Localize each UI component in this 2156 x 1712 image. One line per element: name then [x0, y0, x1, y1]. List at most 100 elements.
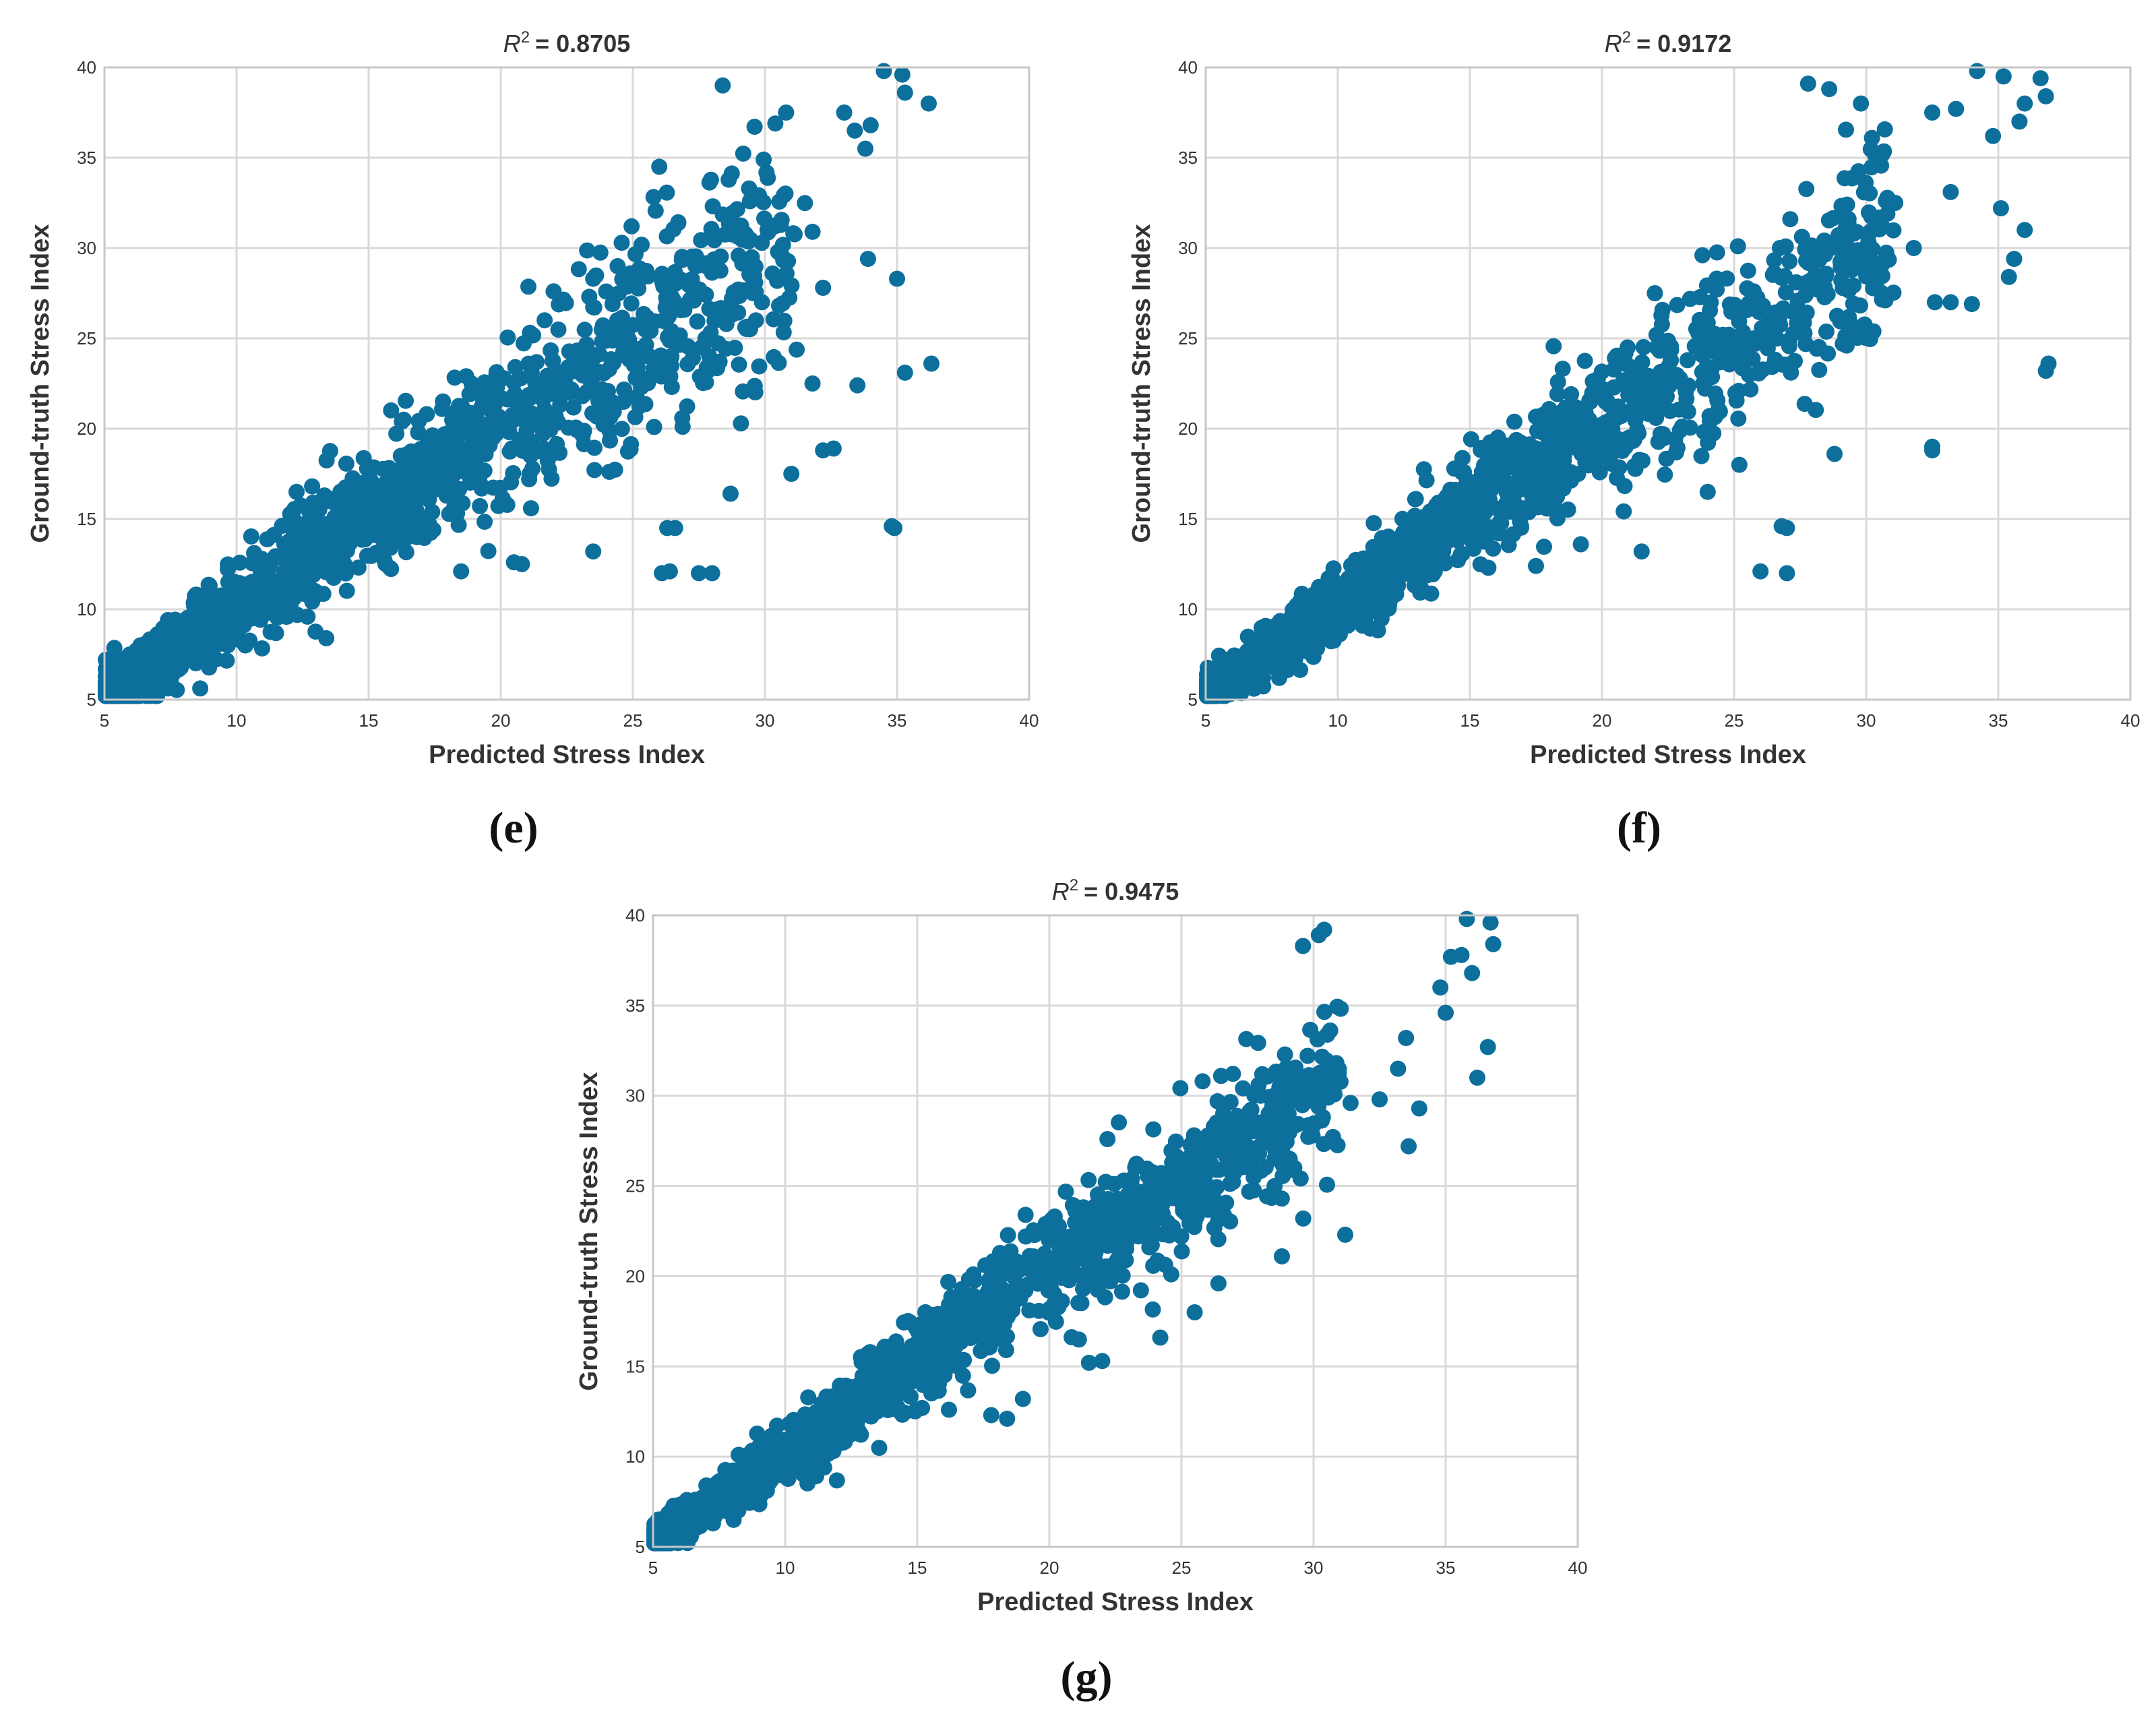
scatter-point: [1779, 565, 1795, 582]
scatter-point: [593, 322, 610, 338]
scatter-point: [613, 421, 630, 437]
scatter-point: [1014, 1390, 1031, 1407]
scatter-point: [1326, 1086, 1343, 1103]
scatter-point: [800, 1389, 817, 1406]
scatter-point: [360, 516, 377, 532]
scatter-point: [981, 1271, 998, 1288]
scatter-point: [1501, 456, 1518, 473]
scatter-point: [422, 524, 439, 541]
x-tick-label: 10: [227, 710, 247, 731]
scatter-point: [262, 579, 279, 596]
scatter-point: [1818, 324, 1835, 340]
scatter-point: [1057, 1184, 1074, 1200]
scatter-point: [561, 363, 578, 380]
y-tick-label: 10: [1178, 599, 1198, 619]
scatter-point: [1316, 1136, 1332, 1153]
scatter-point: [1186, 1304, 1203, 1320]
scatter-point: [585, 543, 602, 560]
scatter-point: [218, 586, 235, 603]
scatter-point: [1767, 304, 1784, 321]
scatter-point: [1646, 285, 1663, 301]
scatter-point: [1591, 464, 1608, 481]
scatter-point: [1292, 661, 1309, 678]
scatter-point: [1584, 385, 1601, 402]
scatter-point: [424, 483, 441, 499]
scatter-point: [698, 374, 714, 391]
x-tick-label: 35: [888, 710, 907, 731]
scatter-point: [1210, 1275, 1227, 1292]
scatter-point: [318, 630, 335, 646]
x-tick-label: 5: [1201, 710, 1210, 731]
scatter-point: [1506, 413, 1522, 430]
scatter-point: [1239, 628, 1256, 645]
scatter-point: [921, 95, 937, 112]
scatter-point: [575, 367, 592, 384]
title-exponent: 2: [521, 28, 530, 47]
scatter-point: [1512, 513, 1529, 530]
scatter-point: [598, 283, 615, 300]
scatter-point: [1677, 401, 1694, 418]
scatter-point: [586, 439, 603, 456]
y-tick-label: 40: [625, 905, 645, 925]
x-tick-label: 15: [908, 1558, 927, 1578]
scatter-point: [1238, 1136, 1255, 1153]
scatter-point: [804, 375, 821, 392]
scatter-point: [1367, 597, 1384, 614]
scatter-point: [1332, 1000, 1349, 1017]
scatter-point: [1292, 597, 1309, 613]
scatter-point: [999, 1410, 1016, 1427]
scatter-point: [1388, 586, 1405, 603]
scatter-point: [1528, 557, 1544, 574]
scatter-point: [1708, 244, 1725, 261]
scatter-point: [727, 340, 743, 356]
scatter-point: [1679, 352, 1696, 369]
scatter-point: [1026, 1227, 1043, 1244]
scatter-point: [708, 360, 725, 377]
scatter-point: [759, 222, 776, 239]
scatter-point: [1969, 63, 1985, 80]
scatter-point: [195, 646, 212, 662]
data-points: [646, 911, 1502, 1552]
scatter-point: [1699, 483, 1716, 500]
x-axis-label: Predicted Stress Index: [1530, 741, 1806, 769]
scatter-point: [472, 497, 489, 514]
scatter-point: [570, 261, 587, 278]
scatter-point: [1845, 295, 1861, 312]
scatter-point: [717, 1484, 734, 1500]
scatter-point: [642, 348, 659, 365]
scatter-point: [1830, 226, 1847, 243]
scatter-point: [1873, 157, 1890, 174]
scatter-point: [751, 358, 768, 375]
scatter-point: [1074, 1221, 1091, 1237]
scatter-point: [1844, 170, 1861, 187]
title-symbol: R: [503, 30, 521, 57]
x-tick-label: 30: [1304, 1558, 1324, 1578]
scatter-point: [828, 1472, 845, 1489]
scatter-point: [1546, 497, 1563, 514]
scatter-point: [494, 490, 511, 507]
x-tick-label: 15: [1460, 710, 1480, 731]
scatter-point: [1163, 1142, 1180, 1159]
scatter-point: [1860, 267, 1877, 283]
scatter-point: [1698, 277, 1715, 294]
x-tick-label: 35: [1989, 710, 2008, 731]
scatter-point: [834, 1434, 851, 1451]
scatter-point: [1432, 979, 1449, 996]
scatter-point: [1609, 470, 1626, 487]
y-axis-label: Ground-truth Stress Index: [575, 1072, 603, 1391]
scatter-point: [1948, 100, 1965, 117]
y-tick-label: 25: [625, 1176, 645, 1196]
scatter-point: [1185, 1166, 1202, 1183]
scatter-point: [1536, 539, 1552, 555]
scatter-point: [1210, 666, 1227, 683]
scatter-point: [1421, 506, 1438, 523]
scatter-point: [1660, 377, 1677, 394]
scatter-point: [2040, 355, 2057, 372]
scatter-point: [1210, 1211, 1227, 1228]
scatter-point: [717, 1461, 734, 1478]
scatter-point: [1840, 215, 1857, 232]
scatter-point: [2037, 88, 2054, 104]
scatter-point: [1487, 435, 1504, 452]
scatter-point: [1127, 1159, 1144, 1175]
scatter-point: [308, 535, 325, 552]
